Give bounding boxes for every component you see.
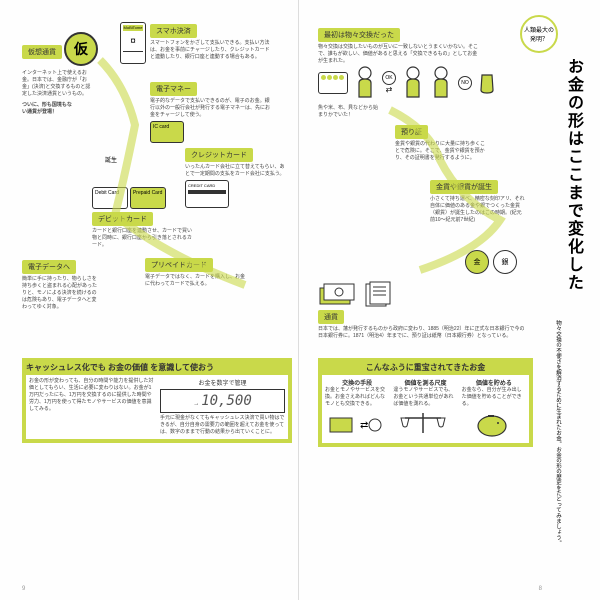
digital-number: 10,500 [201, 393, 252, 409]
book-spread: 人類最大の発明？ お金の形はここまで変化した 物々交換の不便さを解消するために生… [0, 0, 600, 600]
spine [298, 0, 299, 600]
exchange-icon: ⇄ [325, 408, 385, 438]
person-icon [402, 65, 424, 100]
page-left: 9 [22, 586, 25, 592]
main-title: お金の形はここまで変化した [561, 58, 585, 292]
barter-section: 最初は物々交換だった 物々交換は交換したいものが互いに一致しないとうまくいかない… [318, 28, 478, 65]
side-text: 物々交換の不便さを解消するために生まれたお金。お金の形の歴史をたどってみましょう… [554, 320, 562, 546]
flow-arrow [380, 100, 530, 300]
page-right: 8 [539, 586, 542, 592]
jar-icon [478, 70, 496, 95]
money-roles-box: こんなふうに重宝されてきたお金 交換の手段お金とモノやサービスを交換。お金さえあ… [318, 358, 533, 447]
barter-label: 最初は物々交換だった [318, 28, 400, 42]
piggy-icon [462, 408, 522, 438]
person-icon [354, 65, 376, 100]
flow-arrow-left [85, 55, 285, 335]
barter-illustration: OK⇄ NO [318, 65, 496, 100]
money-icon [318, 280, 358, 308]
badge-invention: 人類最大の発明？ [520, 15, 558, 53]
svg-text:⇄: ⇄ [360, 420, 368, 431]
scale-icon [393, 408, 453, 438]
person-icon [430, 65, 452, 100]
cashless-box: キャッシュレス化でも お金の価値 を意識して使おう お金の形が変わっても、自分の… [22, 358, 292, 443]
